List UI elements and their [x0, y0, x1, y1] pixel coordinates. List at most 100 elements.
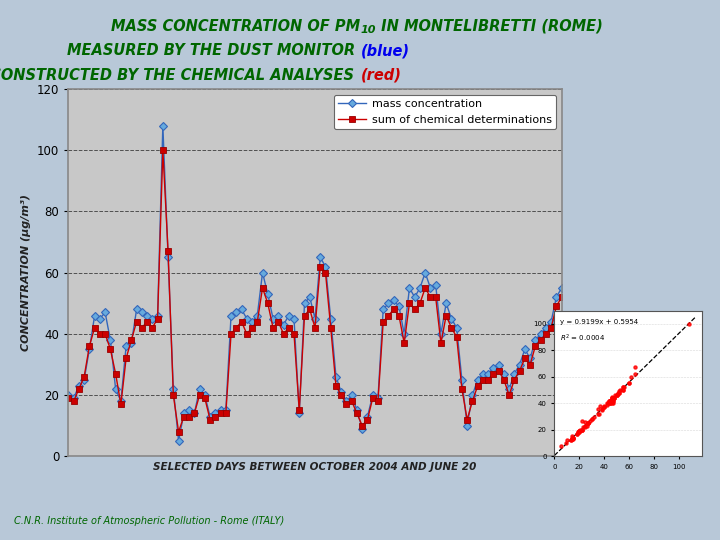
Point — [567, 434, 579, 442]
mass concentration — [421, 269, 430, 276]
Point — [582, 419, 594, 428]
Point — [605, 396, 616, 405]
Point — [605, 396, 616, 405]
Point — [581, 422, 593, 430]
mass concentration — [153, 312, 162, 319]
Point — [574, 427, 585, 435]
Point — [586, 415, 598, 423]
mass concentration — [64, 392, 73, 399]
mass concentration — [174, 438, 183, 444]
Point — [606, 394, 617, 402]
mass concentration — [410, 294, 419, 300]
Point — [613, 388, 625, 397]
Point — [629, 363, 641, 372]
Point — [605, 399, 616, 408]
Point — [617, 386, 629, 394]
Point — [603, 396, 615, 405]
Point — [607, 396, 618, 405]
sum of chemical determinations — [64, 395, 73, 401]
Point — [611, 391, 622, 400]
Text: (blue): (blue) — [361, 43, 410, 58]
Point — [566, 435, 577, 443]
Point — [580, 423, 591, 431]
Point — [605, 396, 616, 405]
Point — [580, 422, 591, 430]
Point — [606, 394, 617, 402]
Point — [592, 404, 603, 413]
Text: MASS CONCENTRATION OF PM: MASS CONCENTRATION OF PM — [111, 19, 360, 34]
Point — [596, 404, 608, 413]
sum of chemical determinations — [153, 315, 162, 322]
Point — [683, 320, 694, 328]
Line: mass concentration: mass concentration — [66, 123, 564, 444]
Point — [598, 403, 610, 411]
Point — [611, 391, 622, 400]
Point — [606, 396, 617, 405]
Point — [561, 436, 572, 445]
Point — [560, 438, 572, 447]
Point — [608, 394, 620, 402]
Point — [600, 400, 612, 409]
Point — [574, 427, 585, 435]
Point — [588, 412, 600, 421]
Point — [617, 383, 629, 391]
Point — [576, 426, 588, 434]
Point — [612, 388, 624, 397]
Point — [607, 399, 618, 408]
Point — [567, 435, 579, 443]
Point — [613, 388, 625, 397]
Line: sum of chemical determinations: sum of chemical determinations — [65, 147, 565, 435]
Point — [582, 419, 594, 428]
Text: IN MONTELIBRETTI (ROME): IN MONTELIBRETTI (ROME) — [376, 19, 603, 34]
sum of chemical determinations — [85, 343, 94, 349]
Point — [617, 383, 629, 391]
Point — [606, 393, 617, 401]
Point — [608, 394, 620, 402]
Point — [572, 428, 584, 437]
Text: MEASURED BY THE DUST MONITOR: MEASURED BY THE DUST MONITOR — [67, 43, 360, 58]
Point — [567, 434, 579, 442]
Point — [566, 432, 577, 441]
Point — [566, 435, 577, 443]
Point — [605, 396, 616, 405]
Point — [617, 386, 629, 394]
X-axis label: SELECTED DAYS BETWEEN OCTOBER 2004 AND JUNE 20: SELECTED DAYS BETWEEN OCTOBER 2004 AND J… — [153, 462, 477, 472]
Point — [586, 415, 598, 423]
Point — [624, 379, 635, 388]
Point — [574, 428, 585, 437]
mass concentration — [442, 300, 451, 307]
Point — [598, 402, 610, 410]
Text: C.N.R. Institute of Atmospheric Pollution - Rome (ITALY): C.N.R. Institute of Atmospheric Pollutio… — [14, 516, 284, 526]
Point — [576, 426, 588, 434]
Point — [606, 396, 617, 405]
Text: (red): (red) — [361, 68, 402, 83]
Legend: mass concentration, sum of chemical determinations: mass concentration, sum of chemical dete… — [334, 94, 556, 129]
sum of chemical determinations — [436, 340, 445, 346]
Point — [605, 399, 616, 408]
Point — [592, 409, 603, 418]
Point — [582, 419, 594, 428]
Point — [606, 399, 617, 408]
mass concentration — [436, 330, 445, 337]
Point — [606, 394, 617, 402]
Point — [593, 409, 605, 418]
Point — [626, 373, 637, 381]
sum of chemical determinations — [442, 312, 451, 319]
Point — [567, 434, 579, 442]
mass concentration — [85, 346, 94, 353]
Point — [571, 429, 582, 438]
Point — [614, 386, 626, 394]
Text: $R^2$ = 0.0004: $R^2$ = 0.0004 — [560, 332, 606, 343]
Point — [564, 436, 576, 445]
Text: 10: 10 — [361, 25, 377, 36]
Point — [575, 426, 586, 434]
sum of chemical determinations — [158, 147, 167, 153]
Point — [603, 396, 615, 405]
Point — [585, 416, 596, 425]
Point — [596, 406, 608, 414]
mass concentration — [158, 123, 167, 129]
Y-axis label: CONCENTRATION (μg/m³): CONCENTRATION (μg/m³) — [22, 194, 32, 351]
Point — [577, 423, 589, 431]
Point — [624, 379, 635, 388]
Point — [571, 429, 582, 438]
